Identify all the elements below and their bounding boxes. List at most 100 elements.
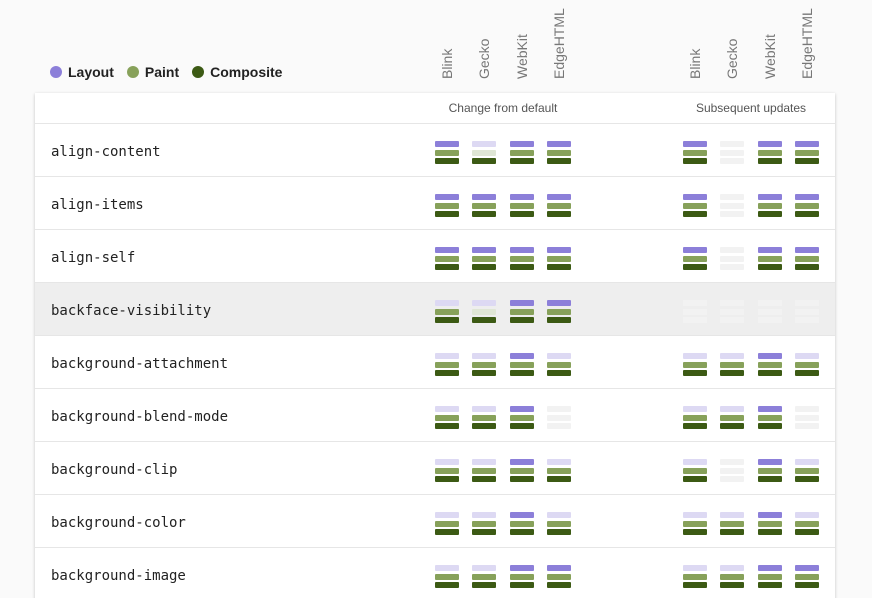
trigger-cell-gecko-updates: [720, 565, 744, 589]
trigger-cell-blink-default: [435, 512, 459, 536]
paint-bar: [683, 361, 707, 368]
composite-bar: [510, 582, 534, 588]
paint-bar: [510, 308, 534, 315]
trigger-cell-gecko-default: [472, 406, 496, 430]
trigger-cell-edgehtml-updates: [795, 406, 819, 430]
legend-paint-label: Paint: [144, 64, 180, 80]
group-heading-updates: Subsequent updates: [695, 101, 807, 115]
composite-bar: [435, 370, 459, 376]
property-row[interactable]: background-attachment: [35, 336, 835, 389]
trigger-cell-webkit-updates: [758, 353, 782, 377]
trigger-cell-webkit-default: [510, 565, 534, 589]
composite-bar: [435, 423, 459, 429]
trigger-cell-webkit-updates: [758, 141, 782, 165]
layout-bar: [758, 353, 782, 359]
property-row[interactable]: backface-visibility: [35, 283, 835, 336]
layout-bar: [683, 353, 707, 359]
layout-bar: [472, 406, 496, 412]
header-gecko-updates: Gecko: [724, 39, 740, 79]
composite-bar: [547, 529, 571, 535]
layout-bar: [720, 353, 744, 359]
composite-bar: [683, 423, 707, 429]
composite-bar: [758, 264, 782, 270]
paint-bar: [547, 255, 571, 262]
property-row[interactable]: align-content: [35, 124, 835, 177]
property-name: align-content: [51, 144, 161, 160]
property-row[interactable]: background-color: [35, 495, 835, 548]
composite-bar: [472, 158, 496, 164]
layout-bar: [683, 512, 707, 518]
composite-bar: [795, 582, 819, 588]
layout-bar: [435, 141, 459, 147]
layout-bar: [472, 194, 496, 200]
composite-bar: [683, 582, 707, 588]
header-webkit-updates: WebKit: [762, 34, 778, 79]
layout-bar: [472, 300, 496, 306]
paint-bar: [435, 361, 459, 368]
layout-bar: [720, 141, 744, 147]
property-row[interactable]: background-blend-mode: [35, 389, 835, 442]
paint-bar: [547, 467, 571, 474]
trigger-cell-webkit-updates: [758, 565, 782, 589]
layout-bar: [758, 406, 782, 412]
composite-bar: [472, 582, 496, 588]
composite-bar: [510, 317, 534, 323]
paint-bar: [795, 361, 819, 368]
composite-bar: [683, 211, 707, 217]
composite-bar: [435, 317, 459, 323]
composite-bar: [510, 158, 534, 164]
paint-bar: [510, 467, 534, 474]
composite-bar: [547, 158, 571, 164]
layout-bar: [472, 353, 496, 359]
property-row[interactable]: background-clip: [35, 442, 835, 495]
layout-bar: [510, 300, 534, 306]
trigger-cell-gecko-updates: [720, 300, 744, 324]
layout-bar: [758, 194, 782, 200]
paint-bar: [683, 255, 707, 262]
property-name: background-image: [51, 568, 186, 584]
composite-bar: [547, 423, 571, 429]
header-divider: [35, 123, 835, 124]
layout-bar: [758, 300, 782, 306]
trigger-cell-blink-updates: [683, 353, 707, 377]
layout-bar: [795, 459, 819, 465]
property-row[interactable]: background-image: [35, 548, 835, 598]
paint-bar: [683, 414, 707, 421]
trigger-cell-gecko-updates: [720, 247, 744, 271]
trigger-cell-edgehtml-updates: [795, 459, 819, 483]
legend-layout-label: Layout: [68, 64, 114, 80]
layout-bar: [758, 512, 782, 518]
layout-bar: [795, 194, 819, 200]
trigger-cell-webkit-updates: [758, 247, 782, 271]
trigger-cell-gecko-default: [472, 512, 496, 536]
header-blink-label: Blink: [439, 48, 455, 79]
layout-bar: [547, 512, 571, 518]
paint-bar: [435, 573, 459, 580]
layout-bar: [435, 512, 459, 518]
paint-bar: [472, 573, 496, 580]
composite-bar: [758, 211, 782, 217]
property-name: background-blend-mode: [51, 409, 229, 425]
composite-bar: [435, 476, 459, 482]
paint-bar: [472, 149, 496, 156]
property-row[interactable]: align-self: [35, 230, 835, 283]
composite-bar: [720, 211, 744, 217]
layout-bar: [683, 406, 707, 412]
paint-bar: [510, 414, 534, 421]
trigger-cell-blink-default: [435, 353, 459, 377]
trigger-cell-blink-default: [435, 300, 459, 324]
paint-bar: [683, 573, 707, 580]
trigger-cell-webkit-default: [510, 141, 534, 165]
paint-bar: [547, 573, 571, 580]
paint-bar: [547, 520, 571, 527]
trigger-cell-blink-updates: [683, 459, 707, 483]
paint-bar: [758, 255, 782, 262]
property-row[interactable]: align-items: [35, 177, 835, 230]
composite-bar: [720, 264, 744, 270]
layout-bar: [683, 141, 707, 147]
composite-bar: [720, 158, 744, 164]
composite-bar: [547, 582, 571, 588]
property-name: background-attachment: [51, 356, 229, 372]
layout-bar: [510, 565, 534, 571]
paint-bar: [435, 414, 459, 421]
